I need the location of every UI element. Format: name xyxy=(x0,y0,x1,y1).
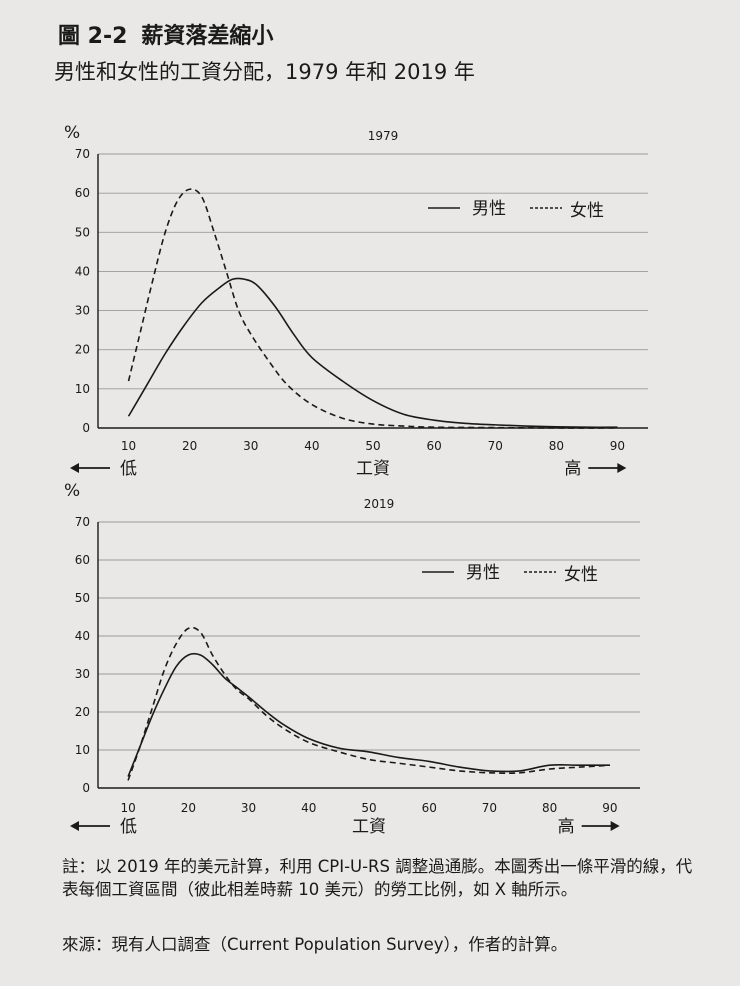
series-line-female xyxy=(127,626,610,781)
x-high-label: 高 xyxy=(564,459,581,479)
legend-label-male: 男性 xyxy=(466,563,500,583)
series-line-female xyxy=(127,188,618,429)
chart-title: 1979 xyxy=(368,129,399,143)
y-tick-label: 10 xyxy=(75,743,90,757)
y-tick-label: 70 xyxy=(75,515,90,529)
chart-2019: 0 10 20 30 40 50 60 70% 2019 10 20 30 40 50 60 70 80 90 低 工… xyxy=(64,482,640,837)
source-note: 來源：現有人口調查（Current Population Survey），作者的… xyxy=(62,935,568,954)
chart-title: 2019 xyxy=(364,497,395,511)
high-arrow-head xyxy=(610,821,620,831)
x-tick-label: 90 xyxy=(610,439,625,453)
legend-label-male: 男性 xyxy=(472,199,506,219)
figure-number: 圖 2-2 xyxy=(58,24,128,49)
x-tick-label: 80 xyxy=(549,439,564,453)
y-axis-label: % xyxy=(64,482,80,501)
figure-heading: 圖 2-2 薪資落差縮小 xyxy=(58,18,273,50)
y-tick-label: 0 xyxy=(82,421,90,435)
x-axis-label: 工資 xyxy=(356,459,390,479)
y-axis-label: % xyxy=(64,123,80,143)
series-line-male xyxy=(127,277,618,429)
x-tick-label: 10 xyxy=(120,801,135,815)
y-tick-label: 50 xyxy=(75,591,90,605)
low-arrow-head xyxy=(70,463,79,473)
x-tick-label: 20 xyxy=(181,801,196,815)
low-arrow-head xyxy=(70,821,79,831)
y-tick-label: 30 xyxy=(75,667,90,681)
y-tick-label: 40 xyxy=(75,629,90,643)
y-tick-label: 0 xyxy=(82,781,90,795)
x-tick-label: 60 xyxy=(422,801,437,815)
high-arrow-head xyxy=(617,463,627,473)
x-high-label: 高 xyxy=(558,817,575,837)
legend-label-female: 女性 xyxy=(570,201,604,221)
y-tick-label: 10 xyxy=(75,382,90,396)
x-tick-label: 70 xyxy=(482,801,497,815)
x-tick-label: 40 xyxy=(304,439,319,453)
y-tick-label: 60 xyxy=(75,186,90,200)
x-axis-label: 工資 xyxy=(352,817,386,837)
footnote: 註：以 2019 年的美元計算，利用 CPI-U-RS 調整過通膨。本圖秀出一條… xyxy=(62,857,693,899)
x-tick-label: 90 xyxy=(602,801,617,815)
chart-1979: 0 10 20 30 40 50 60 70% 1979 10 20 30 40 50 60 70 80 90 低 工… xyxy=(64,123,648,479)
y-tick-label: 70 xyxy=(75,147,90,161)
x-tick-label: 50 xyxy=(361,801,376,815)
x-low-label: 低 xyxy=(120,817,137,837)
y-tick-label: 30 xyxy=(75,304,90,318)
x-tick-label: 70 xyxy=(488,439,503,453)
x-tick-label: 80 xyxy=(542,801,557,815)
x-tick-label: 60 xyxy=(426,439,441,453)
x-tick-label: 20 xyxy=(182,439,197,453)
x-tick-label: 40 xyxy=(301,801,316,815)
x-tick-label: 30 xyxy=(243,439,258,453)
y-tick-label: 20 xyxy=(75,343,90,357)
series-line-male xyxy=(127,652,610,777)
y-tick-label: 60 xyxy=(75,553,90,567)
x-tick-label: 30 xyxy=(241,801,256,815)
figure-subtitle: 男性和女性的工資分配，1979 年和 2019 年 xyxy=(54,60,475,84)
x-tick-label: 50 xyxy=(365,439,380,453)
figure-title: 薪資落差縮小 xyxy=(141,24,274,49)
x-tick-label: 10 xyxy=(121,439,136,453)
y-tick-label: 50 xyxy=(75,225,90,239)
x-low-label: 低 xyxy=(120,459,137,479)
y-tick-label: 20 xyxy=(75,705,90,719)
legend-label-female: 女性 xyxy=(564,565,598,585)
y-tick-label: 40 xyxy=(75,264,90,278)
